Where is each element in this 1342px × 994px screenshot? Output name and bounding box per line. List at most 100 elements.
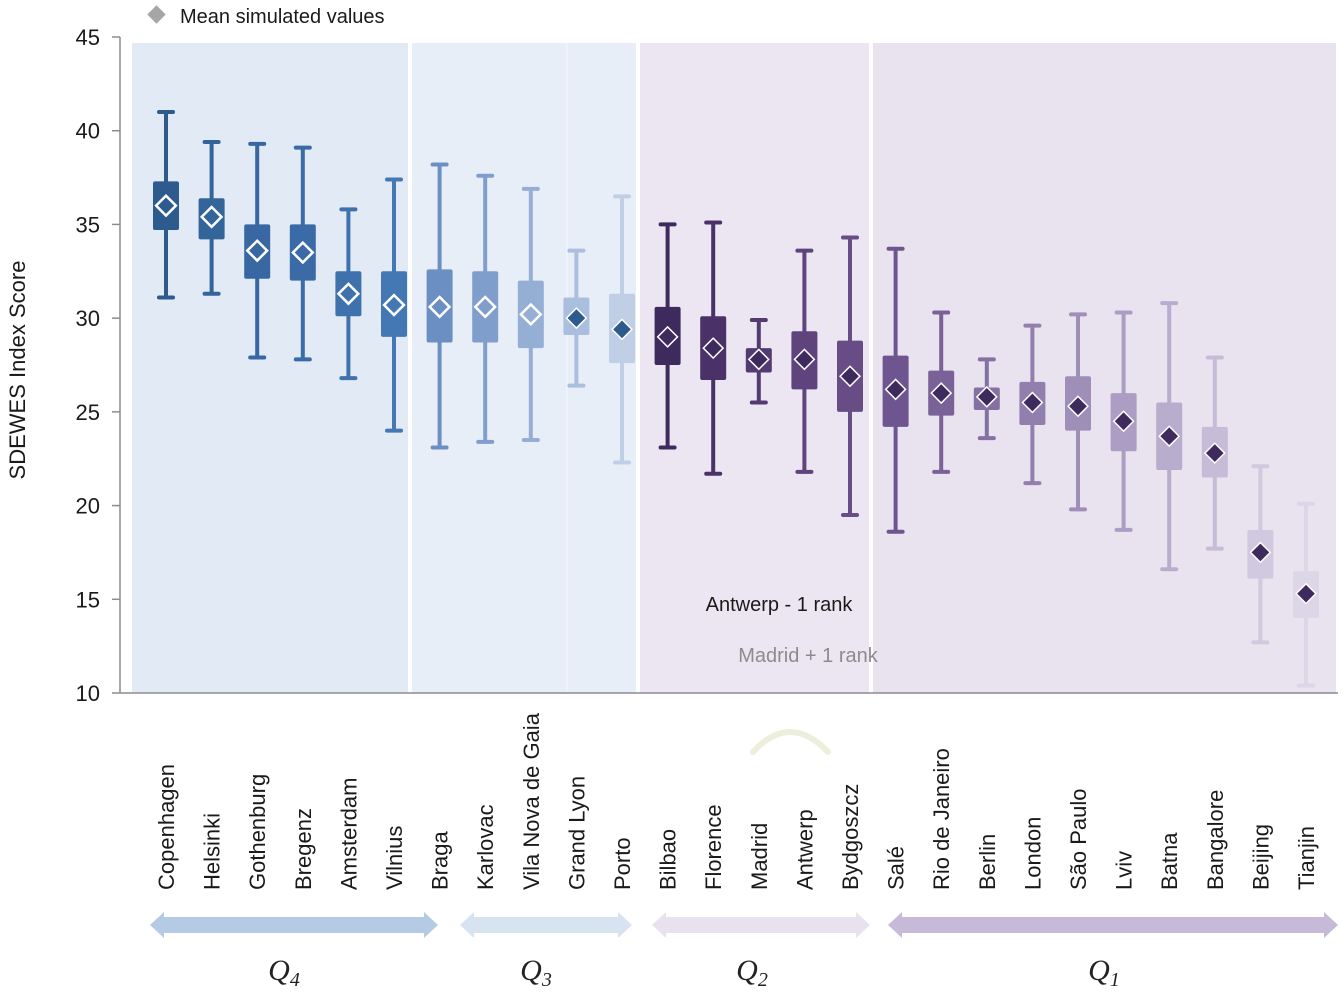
box-14	[791, 248, 818, 474]
quartile-arrows: Q4 Q3 Q2 Q1	[150, 912, 1338, 991]
y-tick-label: 15	[76, 587, 100, 612]
x-axis-category-labels: Copenhagen Helsinki Gothenburg Bregenz Amste…	[154, 712, 1319, 890]
category-label: Porto	[610, 837, 635, 890]
mean-marker	[291, 240, 315, 265]
box-15	[837, 235, 863, 517]
box-22	[1156, 301, 1183, 572]
mean-marker	[702, 337, 725, 360]
box-19	[1019, 323, 1046, 486]
box-iqr	[517, 280, 544, 349]
box-6	[426, 162, 453, 450]
category-label: Antwerp	[792, 809, 817, 890]
box-10	[609, 194, 635, 465]
mean-marker	[245, 239, 269, 263]
y-tick-label: 25	[76, 400, 100, 425]
box-23	[1201, 355, 1228, 551]
category-label: Braga	[428, 831, 453, 890]
box-18	[973, 357, 1000, 441]
quartile-label: Q4	[268, 954, 300, 991]
mean-marker	[565, 307, 588, 330]
mean-marker	[793, 348, 816, 371]
box-iqr	[335, 271, 362, 317]
category-label: Berlin	[975, 834, 1000, 890]
box-12	[700, 220, 727, 476]
category-label: Bangalore	[1203, 790, 1228, 890]
legend-marker-diamond	[147, 5, 166, 24]
category-label: Florence	[701, 804, 726, 890]
category-label: Rio de Janeiro	[929, 748, 954, 890]
annotation-antwerp: Antwerp - 1 rank	[706, 594, 854, 616]
mean-marker	[656, 325, 679, 348]
box-11	[654, 222, 681, 450]
mean-marker	[839, 365, 861, 388]
mean-marker	[427, 295, 452, 319]
box-iqr	[153, 181, 179, 231]
y-tick-label: 10	[76, 681, 100, 706]
category-label: Bilbao	[656, 829, 681, 890]
annotation-madrid: Madrid + 1 rank	[738, 645, 879, 667]
legend: Mean simulated values	[147, 5, 385, 28]
legend-label: Mean simulated values	[180, 6, 385, 28]
box-5	[381, 177, 407, 433]
box-iqr	[289, 224, 316, 281]
box-iqr	[198, 198, 225, 240]
box-24	[1247, 464, 1274, 645]
box-8	[517, 186, 544, 442]
y-axis-title: SDEWES Index Score	[5, 261, 30, 480]
box-iqr	[472, 271, 499, 343]
category-label: Madrid	[747, 823, 772, 890]
category-label: Karlovac	[473, 804, 498, 890]
box-2	[244, 141, 271, 360]
mean-marker	[382, 293, 406, 317]
box-17	[928, 310, 955, 474]
category-label: Amsterdam	[336, 778, 361, 890]
boxes	[153, 109, 1319, 688]
mean-marker	[611, 318, 633, 341]
mean-marker	[930, 382, 953, 405]
band-q4	[132, 43, 408, 693]
y-tick-label: 45	[76, 25, 100, 50]
category-label: Bregenz	[291, 808, 316, 890]
quartile-arrow	[652, 912, 870, 938]
box-3	[289, 145, 316, 362]
quartile-label: Q3	[520, 954, 552, 991]
mean-marker	[747, 348, 770, 371]
mean-marker	[1021, 391, 1044, 414]
y-tick-label: 20	[76, 494, 100, 519]
mean-marker	[1203, 442, 1226, 465]
category-label: Lviv	[1112, 851, 1137, 890]
mean-marker	[473, 295, 497, 319]
mean-marker	[1067, 395, 1089, 418]
category-label: Salé	[884, 846, 909, 890]
box-21	[1110, 310, 1137, 532]
mean-marker	[519, 302, 543, 327]
quartile-arrow	[150, 912, 438, 938]
category-label: Gothenburg	[245, 774, 270, 890]
y-tick-label: 30	[76, 306, 100, 331]
category-label: Bydgoszcz	[838, 784, 863, 890]
box-iqr	[381, 271, 407, 337]
quartile-label: Q1	[1088, 954, 1120, 991]
y-tick-label: 40	[76, 119, 100, 144]
mean-marker	[1112, 410, 1135, 433]
category-label: Tianjin	[1294, 826, 1319, 890]
mean-marker	[199, 205, 224, 229]
category-label: Beijing	[1248, 824, 1273, 890]
y-tick-label: 35	[76, 212, 100, 237]
mean-marker	[884, 378, 907, 401]
box-iqr	[244, 224, 271, 279]
mean-marker	[975, 385, 998, 408]
box-25	[1293, 501, 1319, 688]
category-label: Grand Lyon	[564, 776, 589, 890]
category-label: Copenhagen	[154, 764, 179, 890]
box-20	[1065, 312, 1091, 512]
box-4	[335, 207, 362, 381]
quartile-label: Q2	[736, 954, 768, 991]
band-q3	[412, 43, 636, 693]
mean-marker	[154, 194, 178, 218]
quartile-arrow	[888, 912, 1338, 938]
box-13	[745, 318, 772, 405]
mean-marker	[1158, 425, 1181, 448]
mean-marker	[1249, 541, 1272, 564]
category-label: Batna	[1157, 832, 1182, 890]
